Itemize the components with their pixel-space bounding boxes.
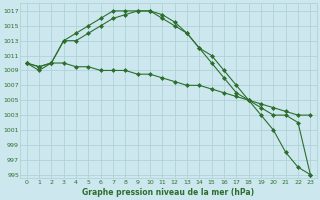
X-axis label: Graphe pression niveau de la mer (hPa): Graphe pression niveau de la mer (hPa) [83, 188, 255, 197]
